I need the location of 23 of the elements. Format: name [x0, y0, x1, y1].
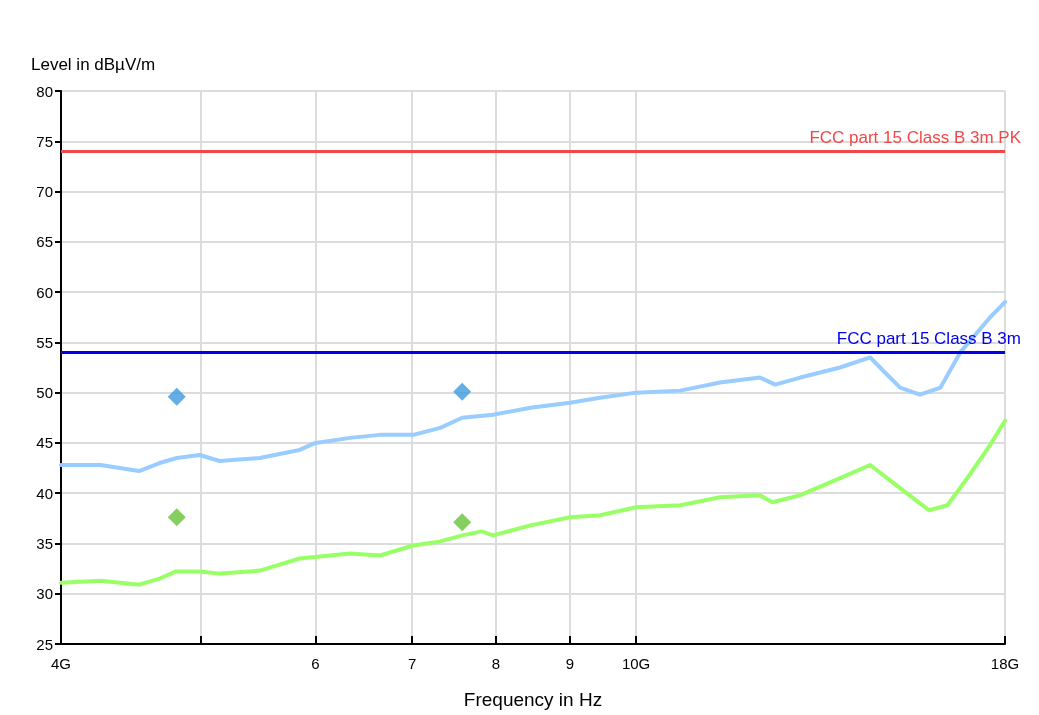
x-tick-label: 7 — [408, 655, 417, 672]
x-axis-title: Frequency in Hz — [463, 689, 603, 710]
x-tick-label: 18G — [990, 655, 1020, 672]
y-tick-label: 75 — [36, 132, 53, 150]
y-axis-title: Level in dBµV/m — [31, 55, 156, 74]
y-tick-label: 60 — [36, 283, 53, 301]
y-tick-label: 65 — [36, 233, 53, 251]
y-tick-label: 80 — [36, 82, 53, 100]
x-tick-label: 8 — [491, 655, 501, 672]
y-tick-label: 25 — [36, 635, 53, 653]
y-tick-label: 30 — [36, 585, 53, 603]
x-tick-label: 4G — [50, 655, 72, 672]
y-tick-label: 35 — [36, 534, 53, 552]
x-tick-label: 10G — [621, 655, 651, 672]
y-tick-label: 45 — [36, 434, 53, 452]
x-tick-label: 9 — [565, 655, 575, 672]
x-tick-label: 6 — [311, 655, 320, 672]
y-tick-label: 70 — [36, 183, 53, 201]
ref-line-label: FCC part 15 Class B 3m PK — [809, 128, 1022, 148]
y-tick-label: 40 — [36, 484, 53, 502]
y-tick-label: 55 — [36, 333, 53, 351]
ref-line-label: FCC part 15 Class B 3m — [836, 329, 1021, 349]
y-tick-label: 50 — [36, 384, 53, 402]
